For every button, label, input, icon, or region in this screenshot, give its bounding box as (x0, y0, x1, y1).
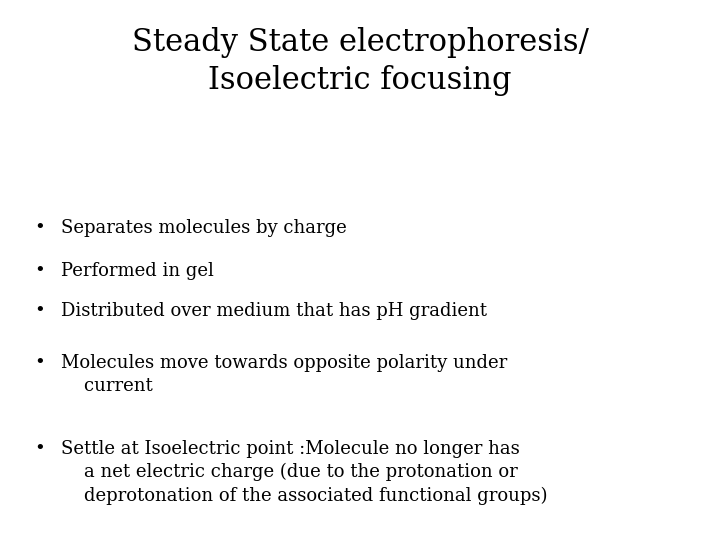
Text: •: • (35, 354, 45, 372)
Text: Molecules move towards opposite polarity under
    current: Molecules move towards opposite polarity… (61, 354, 508, 395)
Text: •: • (35, 262, 45, 280)
Text: •: • (35, 302, 45, 320)
Text: Distributed over medium that has pH gradient: Distributed over medium that has pH grad… (61, 302, 487, 320)
Text: •: • (35, 219, 45, 237)
Text: Separates molecules by charge: Separates molecules by charge (61, 219, 347, 237)
Text: Settle at Isoelectric point :Molecule no longer has
    a net electric charge (d: Settle at Isoelectric point :Molecule no… (61, 440, 548, 504)
Text: Steady State electrophoresis/
Isoelectric focusing: Steady State electrophoresis/ Isoelectri… (132, 27, 588, 96)
Text: •: • (35, 440, 45, 458)
Text: Performed in gel: Performed in gel (61, 262, 214, 280)
